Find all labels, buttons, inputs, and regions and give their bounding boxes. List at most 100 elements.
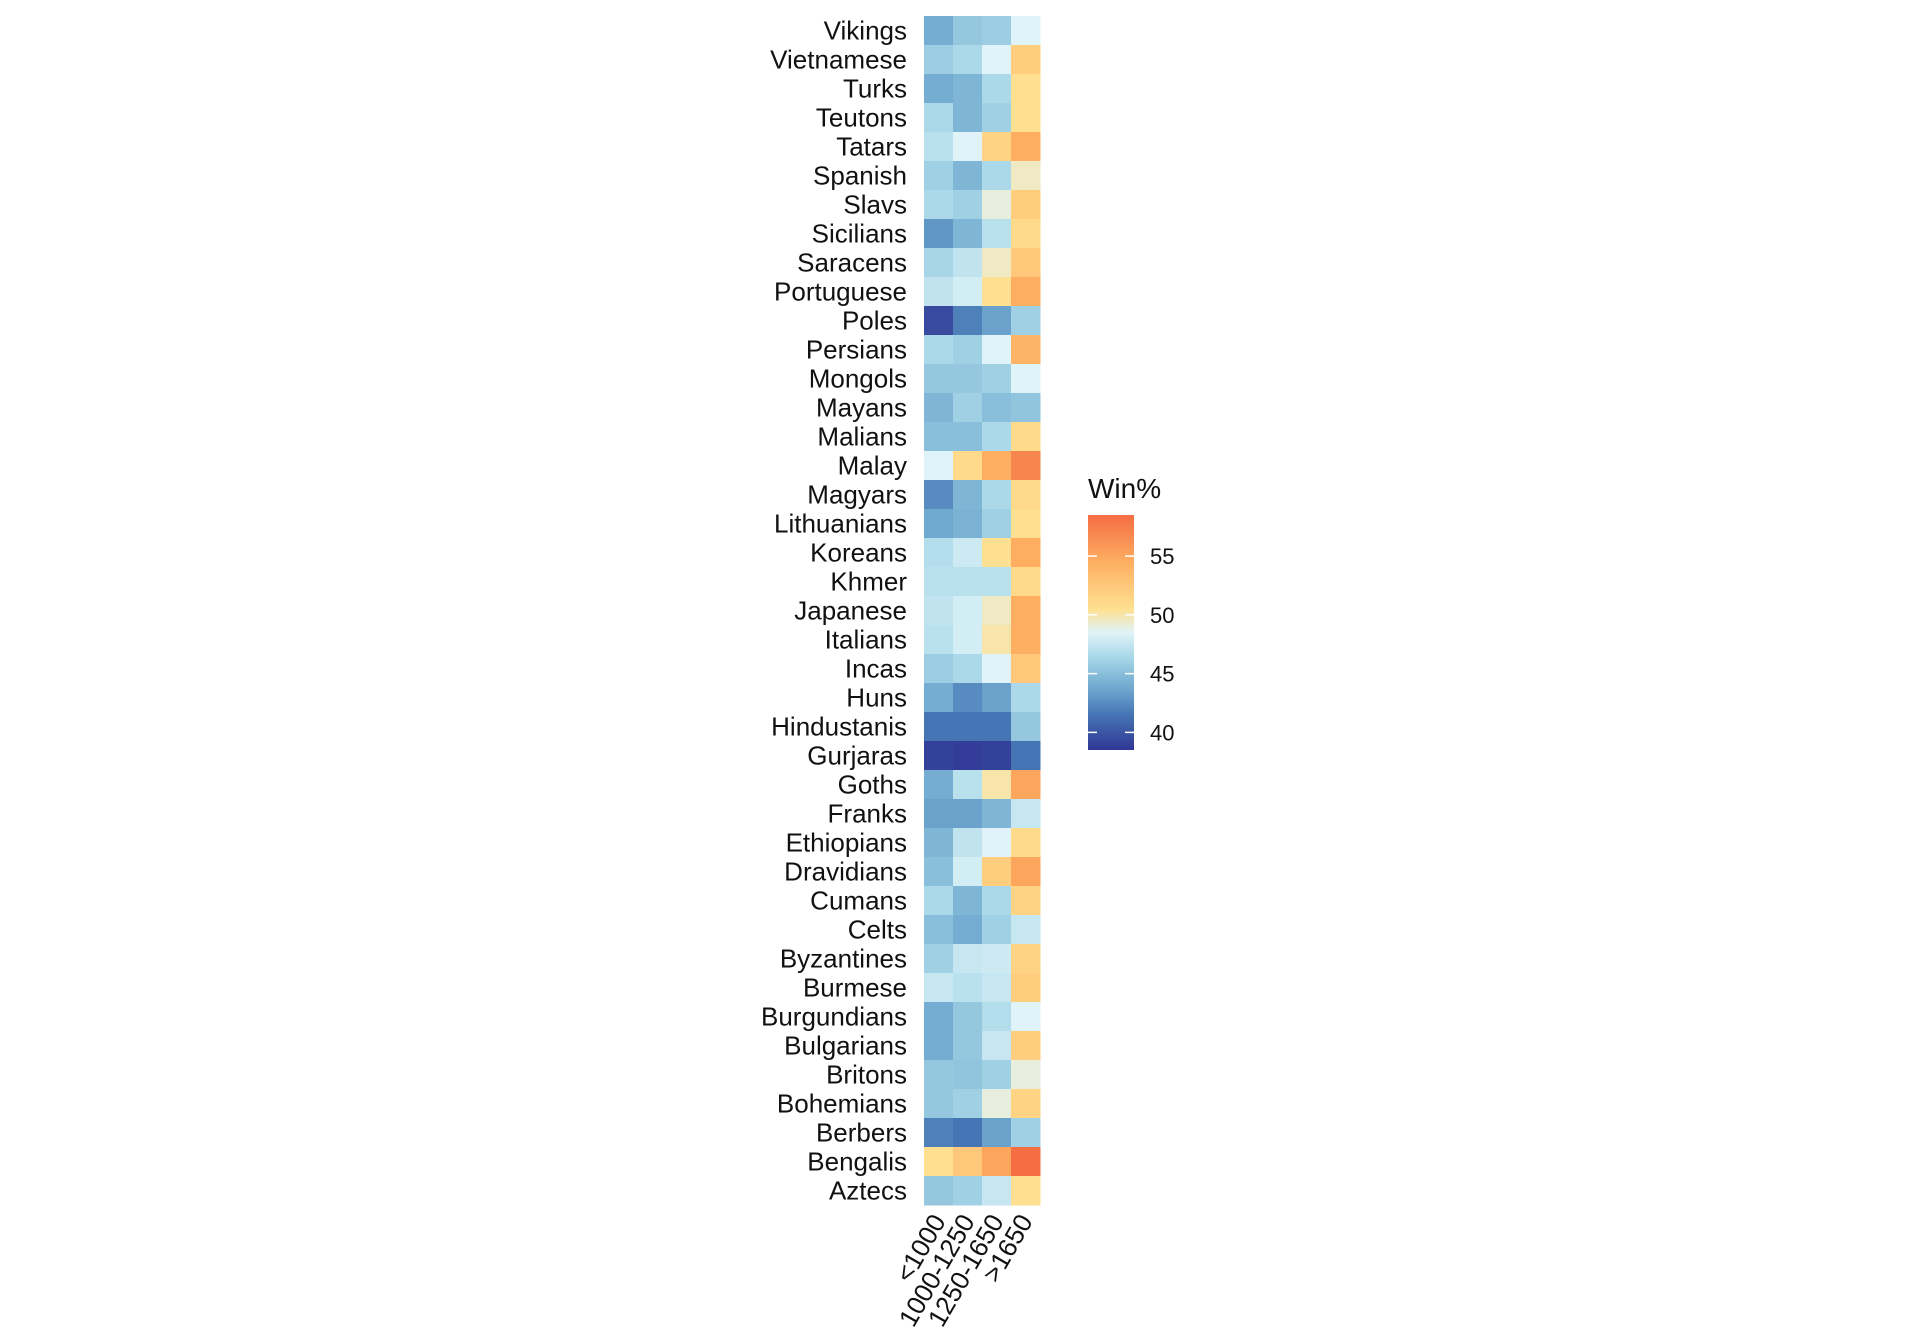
heatmap-cell [953,1031,983,1061]
heatmap-cell [924,219,954,249]
heatmap-cell [1011,335,1041,365]
y-tick-label: Cumans [810,886,907,916]
heatmap-cell [953,886,983,916]
y-axis-labels: VikingsVietnameseTurksTeutonsTatarsSpani… [761,16,907,1206]
heatmap-cell [1011,1031,1041,1061]
heatmap-cell [982,538,1012,568]
heatmap-cell [1011,654,1041,684]
heatmap-cell [924,1031,954,1061]
legend-tick-label: 40 [1150,720,1174,745]
heatmap-cell [953,770,983,800]
heatmap-cell [982,1031,1012,1061]
y-tick-label: Berbers [816,1118,907,1148]
heatmap-cell [953,1147,983,1177]
legend-tick-label: 55 [1150,544,1174,569]
heatmap-cell [982,451,1012,481]
heatmap-cell [1011,770,1041,800]
legend-tick-label: 50 [1150,603,1174,628]
heatmap-cell [953,799,983,829]
heatmap-cell [924,857,954,887]
y-tick-label: Bohemians [777,1089,907,1119]
heatmap-cell [1011,509,1041,539]
heatmap-cell [924,683,954,713]
y-tick-label: Britons [826,1060,907,1090]
heatmap-cell [982,248,1012,278]
heatmap-cell [982,74,1012,104]
heatmap-cell [953,596,983,626]
heatmap-cell [982,1002,1012,1032]
heatmap-cell [924,45,954,75]
y-tick-label: Teutons [816,103,907,133]
heatmap-cell [924,16,954,46]
heatmap-cell [1011,422,1041,452]
heatmap-cell [982,944,1012,974]
heatmap-cell [924,306,954,336]
heatmap-cell [924,567,954,597]
heatmap-cell [982,1060,1012,1090]
y-tick-label: Incas [845,654,907,684]
heatmap-cell [1011,857,1041,887]
heatmap-cell [924,712,954,742]
heatmap-cell [1011,451,1041,481]
heatmap-cell [1011,567,1041,597]
heatmap-cell [1011,944,1041,974]
heatmap-cell [982,1089,1012,1119]
heatmap-cell [982,132,1012,162]
heatmap-cell [924,596,954,626]
heatmap-cell [924,1089,954,1119]
heatmap-cell [1011,596,1041,626]
heatmap-cell [924,1147,954,1177]
heatmap-cell [982,799,1012,829]
heatmap-cell [982,683,1012,713]
heatmap-cell [982,277,1012,307]
heatmap-cell [982,364,1012,394]
y-tick-label: Saracens [797,248,907,278]
y-tick-label: Malians [817,422,907,452]
heatmap-cell [953,74,983,104]
heatmap-cell [924,393,954,423]
color-legend: Win% 40 45 50 55 [1088,473,1174,750]
heatmap-cell [924,770,954,800]
y-tick-label: Vikings [824,16,907,46]
heatmap-cell [924,1060,954,1090]
heatmap-cell [953,480,983,510]
heatmap-cell [1011,393,1041,423]
heatmap-cell [1011,306,1041,336]
y-tick-label: Poles [842,306,907,336]
y-tick-label: Dravidians [784,857,907,887]
heatmap-cell [982,596,1012,626]
y-tick-label: Persians [806,335,907,365]
heatmap-cell [953,567,983,597]
heatmap-cell [982,1147,1012,1177]
y-tick-label: Bulgarians [784,1031,907,1061]
y-tick-label: Slavs [843,190,907,220]
y-tick-label: Malay [838,451,907,481]
heatmap-cell [982,161,1012,191]
y-tick-label: Magyars [807,480,907,510]
legend-ticks: 40 45 50 55 [1088,544,1174,745]
heatmap-cell [982,712,1012,742]
heatmap-cell [924,248,954,278]
heatmap-cell [924,364,954,394]
heatmap-cell [953,1089,983,1119]
heatmap-cell [982,915,1012,945]
heatmap-cell [924,741,954,771]
heatmap-cell [982,509,1012,539]
y-tick-label: Lithuanians [774,509,907,539]
heatmap-cell [924,654,954,684]
heatmap-cell [924,132,954,162]
heatmap-cell [982,219,1012,249]
heatmap-cell [953,1060,983,1090]
heatmap-cell [953,277,983,307]
y-tick-label: Byzantines [780,944,907,974]
heatmap-cell [953,364,983,394]
heatmap-cell [1011,161,1041,191]
y-tick-label: Sicilians [812,219,907,249]
heatmap-cell [953,103,983,133]
heatmap-cell [982,828,1012,858]
y-tick-label: Portuguese [774,277,907,307]
heatmap-cell [982,770,1012,800]
heatmap-cell [953,712,983,742]
heatmap-cell [924,828,954,858]
